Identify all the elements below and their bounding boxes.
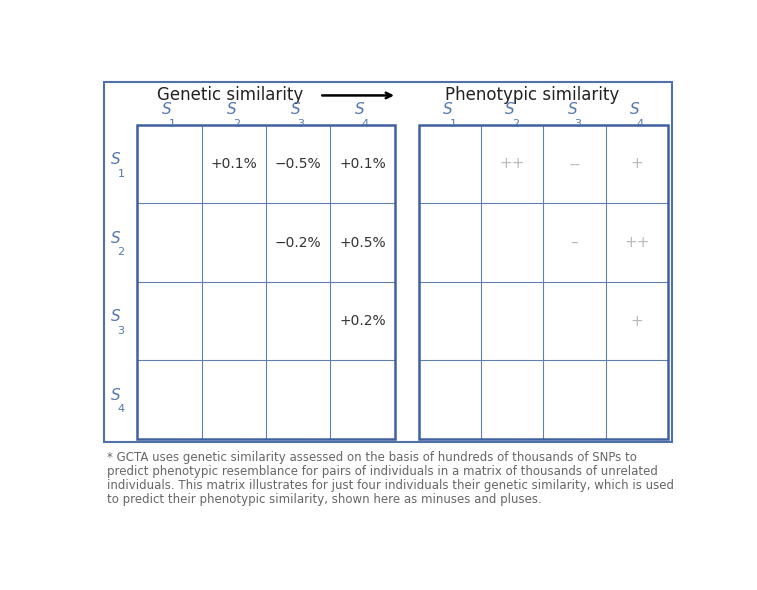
Text: $S$: $S$ bbox=[110, 308, 121, 324]
Bar bbox=[104, 81, 672, 442]
Text: Phenotypic similarity: Phenotypic similarity bbox=[445, 87, 620, 104]
Text: +0.5%: +0.5% bbox=[339, 235, 386, 250]
Text: 3: 3 bbox=[574, 119, 581, 129]
Text: 1: 1 bbox=[169, 119, 176, 129]
Text: predict phenotypic resemblance for pairs of individuals in a matrix of thousands: predict phenotypic resemblance for pairs… bbox=[107, 465, 658, 478]
Text: $S$: $S$ bbox=[110, 386, 121, 402]
Text: 1: 1 bbox=[117, 169, 124, 179]
Text: Genetic similarity: Genetic similarity bbox=[157, 87, 304, 104]
Text: $S$: $S$ bbox=[110, 151, 121, 167]
Text: +0.2%: +0.2% bbox=[339, 314, 386, 328]
Text: $S$: $S$ bbox=[442, 101, 453, 117]
Text: to predict their phenotypic similarity, shown here as minuses and pluses.: to predict their phenotypic similarity, … bbox=[107, 493, 542, 506]
Text: +: + bbox=[631, 156, 643, 172]
Text: $S$: $S$ bbox=[290, 101, 301, 117]
Text: 3: 3 bbox=[117, 326, 124, 336]
Text: 1: 1 bbox=[450, 119, 456, 129]
Text: ++: ++ bbox=[625, 235, 650, 250]
Text: * GCTA uses genetic similarity assessed on the basis of hundreds of thousands of: * GCTA uses genetic similarity assessed … bbox=[107, 451, 637, 464]
Text: 4: 4 bbox=[117, 404, 125, 414]
Text: 4: 4 bbox=[637, 119, 643, 129]
Text: 2: 2 bbox=[233, 119, 241, 129]
Text: −0.2%: −0.2% bbox=[275, 235, 322, 250]
Text: −0.5%: −0.5% bbox=[275, 157, 322, 171]
Text: $S$: $S$ bbox=[504, 101, 516, 117]
Text: $S$: $S$ bbox=[161, 101, 173, 117]
Bar bbox=[137, 124, 394, 439]
Bar bbox=[419, 124, 668, 439]
Text: $S$: $S$ bbox=[110, 230, 121, 245]
Text: +0.1%: +0.1% bbox=[339, 157, 386, 171]
Text: 2: 2 bbox=[117, 247, 125, 257]
Text: individuals. This matrix illustrates for just four individuals their genetic sim: individuals. This matrix illustrates for… bbox=[107, 479, 674, 492]
Text: --: -- bbox=[569, 156, 580, 172]
Text: $S$: $S$ bbox=[354, 101, 366, 117]
Text: 3: 3 bbox=[298, 119, 304, 129]
Text: ++: ++ bbox=[500, 156, 525, 172]
Text: 4: 4 bbox=[362, 119, 369, 129]
Text: $S$: $S$ bbox=[226, 101, 237, 117]
Text: –: – bbox=[571, 235, 578, 250]
Text: +0.1%: +0.1% bbox=[210, 157, 257, 171]
Text: $S$: $S$ bbox=[629, 101, 640, 117]
Text: $S$: $S$ bbox=[567, 101, 578, 117]
Text: 2: 2 bbox=[512, 119, 519, 129]
Text: +: + bbox=[631, 313, 643, 329]
